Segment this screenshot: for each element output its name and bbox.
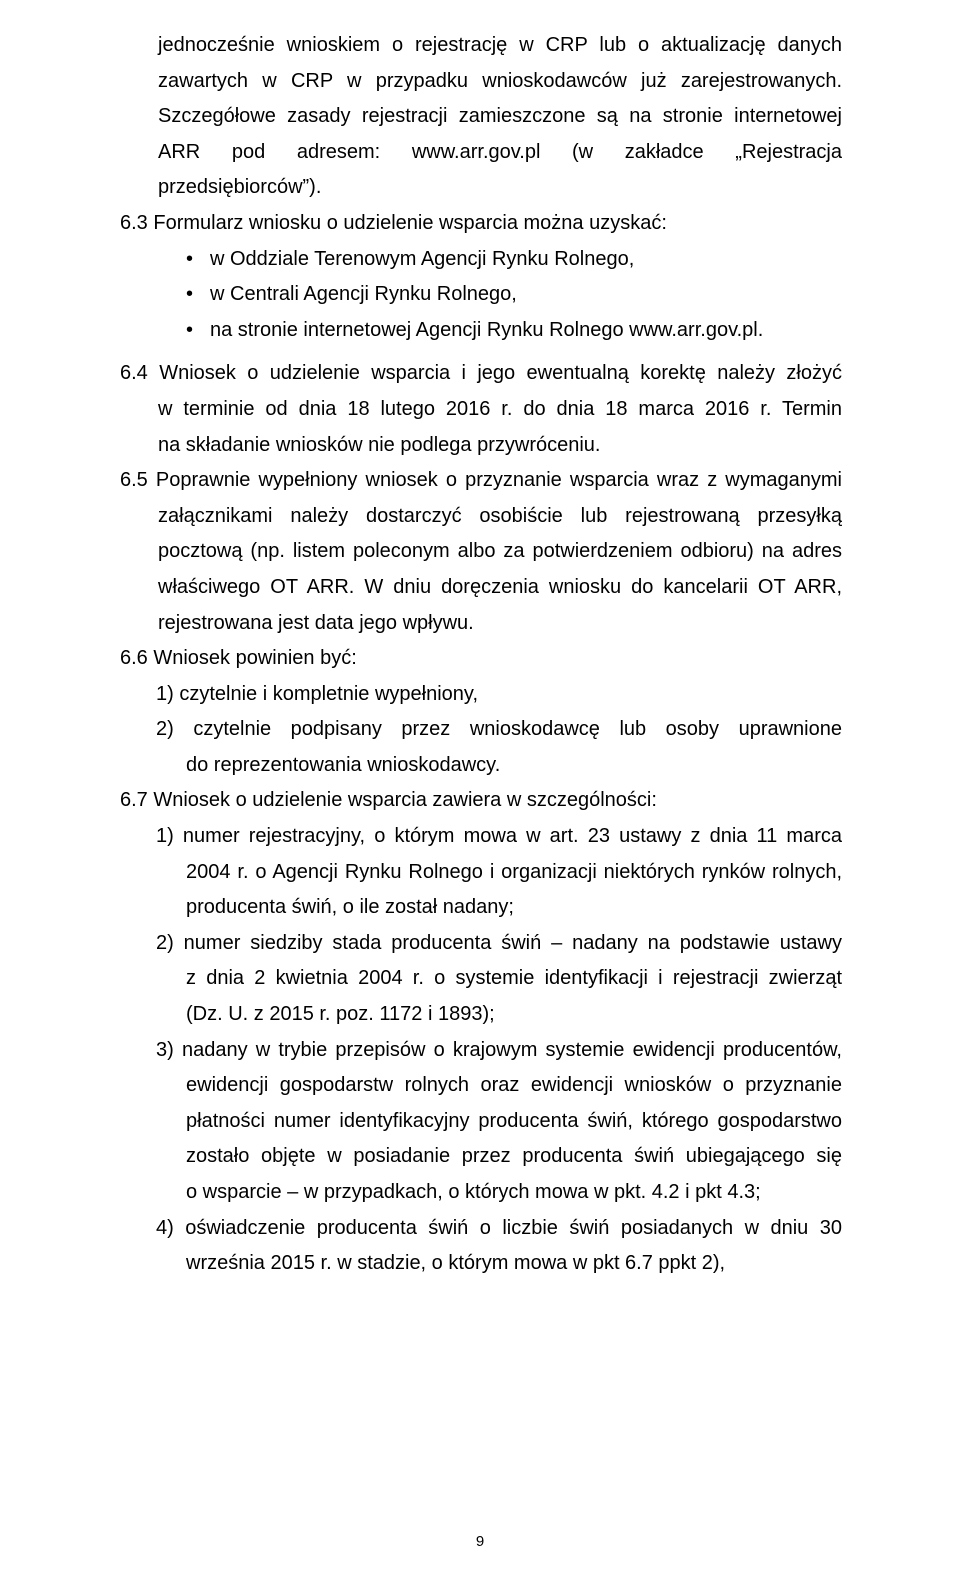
intro-paragraph: jednocześnie wnioskiem o rejestrację w C… bbox=[120, 28, 842, 206]
section-6-7-item-1: 1) numer rejestracyjny, o którym mowa w … bbox=[120, 819, 842, 926]
bullet-item: na stronie internetowej Agencji Rynku Ro… bbox=[186, 313, 842, 349]
section-6-7-item-3: 3) nadany w trybie przepisów o krajowym … bbox=[120, 1033, 842, 1211]
section-6-6-item-2: 2) czytelnie podpisany przez wnioskodawc… bbox=[120, 712, 842, 783]
section-6-6-lead: 6.6 Wniosek powinien być: bbox=[120, 641, 842, 677]
section-6-7-lead: 6.7 Wniosek o udzielenie wsparcia zawier… bbox=[120, 783, 842, 819]
section-6-5: 6.5 Poprawnie wypełniony wniosek o przyz… bbox=[120, 463, 842, 641]
section-6-3-lead: 6.3 Formularz wniosku o udzielenie wspar… bbox=[120, 206, 842, 242]
section-6-4: 6.4 Wniosek o udzielenie wsparcia i jego… bbox=[120, 356, 842, 463]
section-6-7-item-4: 4) oświadczenie producenta świń o liczbi… bbox=[120, 1211, 842, 1282]
section-6-6-item-1: 1) czytelnie i kompletnie wypełniony, bbox=[120, 677, 842, 713]
section-6-7-item-2: 2) numer siedziby stada producenta świń … bbox=[120, 926, 842, 1033]
section-6-3-bullets: w Oddziale Terenowym Agencji Rynku Rolne… bbox=[120, 242, 842, 349]
bullet-item: w Oddziale Terenowym Agencji Rynku Rolne… bbox=[186, 242, 842, 278]
page-number: 9 bbox=[0, 1533, 960, 1550]
bullet-item: w Centrali Agencji Rynku Rolnego, bbox=[186, 277, 842, 313]
